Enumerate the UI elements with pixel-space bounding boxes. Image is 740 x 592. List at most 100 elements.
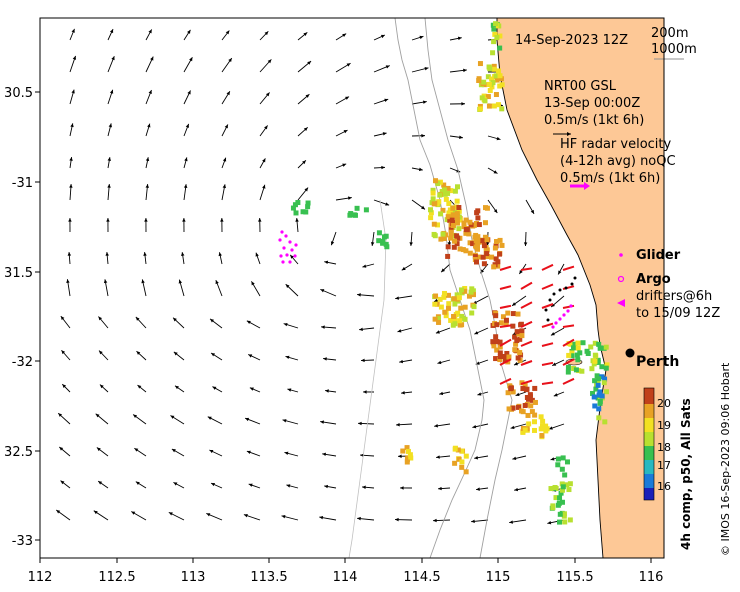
sst-pixel bbox=[495, 102, 501, 108]
sst-pixel bbox=[459, 459, 465, 465]
sst-pixel bbox=[496, 23, 502, 29]
sst-pixel bbox=[497, 357, 503, 363]
sst-pixel bbox=[469, 310, 475, 316]
drifter-legend-label1: drifters@6h bbox=[636, 289, 712, 304]
y-tick-label: 30.5 bbox=[4, 86, 33, 101]
sst-pixel bbox=[450, 223, 456, 229]
sst-pixel bbox=[430, 196, 436, 202]
sst-pixel bbox=[494, 347, 500, 353]
sst-pixel bbox=[479, 95, 485, 101]
current-arrowhead bbox=[148, 29, 152, 34]
plot-frame bbox=[39, 17, 665, 559]
hf-arrow bbox=[541, 361, 554, 366]
sst-pixel bbox=[448, 235, 454, 241]
current-arrowhead bbox=[58, 413, 63, 417]
current-arrowhead bbox=[225, 30, 230, 35]
sst-pixel bbox=[552, 484, 558, 490]
current-arrowhead bbox=[510, 425, 515, 430]
current-arrowhead bbox=[330, 241, 335, 246]
current-arrowhead bbox=[209, 449, 214, 454]
current-arrowhead bbox=[215, 280, 219, 285]
sst-pixel bbox=[383, 241, 389, 247]
current-arrowhead bbox=[320, 420, 324, 424]
current-arrowhead bbox=[437, 360, 442, 365]
sst-pixel bbox=[503, 321, 509, 327]
current-arrowhead bbox=[514, 487, 519, 492]
sst-pixel bbox=[564, 459, 570, 465]
current-arrowhead bbox=[370, 242, 375, 246]
current-arrowhead bbox=[282, 419, 287, 423]
sst-pixel bbox=[462, 304, 468, 310]
current-arrowhead bbox=[137, 385, 142, 389]
sst-pixel bbox=[432, 316, 438, 322]
current-arrowhead bbox=[550, 457, 555, 461]
current-arrowhead bbox=[246, 450, 251, 455]
hf-arrow bbox=[499, 377, 512, 385]
current-arrowhead bbox=[434, 424, 438, 428]
current-arrowhead bbox=[284, 451, 289, 456]
x-tick-label: 113 bbox=[181, 570, 206, 585]
sst-pixel bbox=[447, 207, 453, 213]
current-arrowhead bbox=[359, 327, 363, 332]
current-arrowhead bbox=[548, 426, 553, 430]
current-arrowhead bbox=[290, 254, 294, 259]
current-arrowhead bbox=[174, 385, 179, 390]
current-arrowhead bbox=[457, 36, 462, 41]
sst-pixel bbox=[432, 301, 438, 307]
current-arrowhead bbox=[267, 59, 272, 64]
sst-pixel bbox=[589, 366, 595, 372]
glider-legend-label: Glider bbox=[636, 248, 681, 263]
sst-pixel bbox=[524, 386, 530, 392]
sst-pixel bbox=[495, 263, 501, 269]
sst-pixel bbox=[517, 350, 523, 356]
current-arrowhead bbox=[436, 455, 440, 459]
current-arrowhead bbox=[187, 29, 191, 34]
current-arrowhead bbox=[136, 351, 141, 355]
hf-arrow bbox=[562, 265, 575, 271]
sst-pixel bbox=[485, 74, 491, 80]
sst-pixel bbox=[527, 394, 533, 400]
sst-pixel bbox=[497, 83, 503, 89]
x-tick-label: 112.5 bbox=[98, 570, 135, 585]
sst-pixel bbox=[459, 290, 465, 296]
current-arrowhead bbox=[111, 56, 115, 61]
sst-pixel bbox=[540, 418, 546, 424]
y-tick-label: -33 bbox=[12, 534, 33, 549]
hf-arrow bbox=[562, 377, 575, 385]
hf-arrow bbox=[520, 360, 533, 366]
sst-pixel bbox=[458, 305, 464, 311]
current-arrowhead bbox=[182, 218, 186, 222]
sst-pixel bbox=[348, 211, 354, 217]
current-arrowhead bbox=[93, 510, 98, 515]
coastline bbox=[496, 18, 607, 559]
sst-pixel bbox=[448, 317, 454, 323]
hf-arrow bbox=[499, 338, 512, 347]
sst-pixel bbox=[438, 236, 444, 242]
sst-pixel bbox=[466, 231, 472, 237]
current-arrowhead bbox=[150, 56, 154, 61]
current-arrowhead bbox=[382, 132, 387, 136]
current-arrowhead bbox=[512, 456, 517, 461]
sst-pixel bbox=[482, 205, 488, 211]
hf-radar-vectors bbox=[499, 263, 575, 385]
sst-pixel bbox=[566, 487, 572, 493]
sst-pixel bbox=[596, 415, 602, 421]
current-arrowhead bbox=[324, 484, 329, 489]
current-arrowhead bbox=[107, 184, 111, 188]
current-arrowhead bbox=[515, 392, 520, 397]
sst-pixel bbox=[457, 246, 463, 252]
current-arrowhead bbox=[361, 358, 365, 363]
sst-pixel bbox=[376, 230, 382, 236]
sst-pixel bbox=[473, 220, 479, 226]
sst-pixel bbox=[490, 80, 496, 86]
sst-pixel bbox=[497, 251, 503, 257]
sst-pixel bbox=[505, 390, 511, 396]
sst-pixel bbox=[599, 374, 605, 380]
sst-pixel bbox=[559, 481, 565, 487]
sst-pixel bbox=[569, 353, 575, 359]
sst-pixel bbox=[457, 217, 463, 223]
hf-arrow bbox=[541, 381, 554, 385]
sst-pixel bbox=[580, 340, 586, 346]
sst-pixel bbox=[497, 237, 503, 243]
sst-pixel bbox=[407, 452, 413, 458]
